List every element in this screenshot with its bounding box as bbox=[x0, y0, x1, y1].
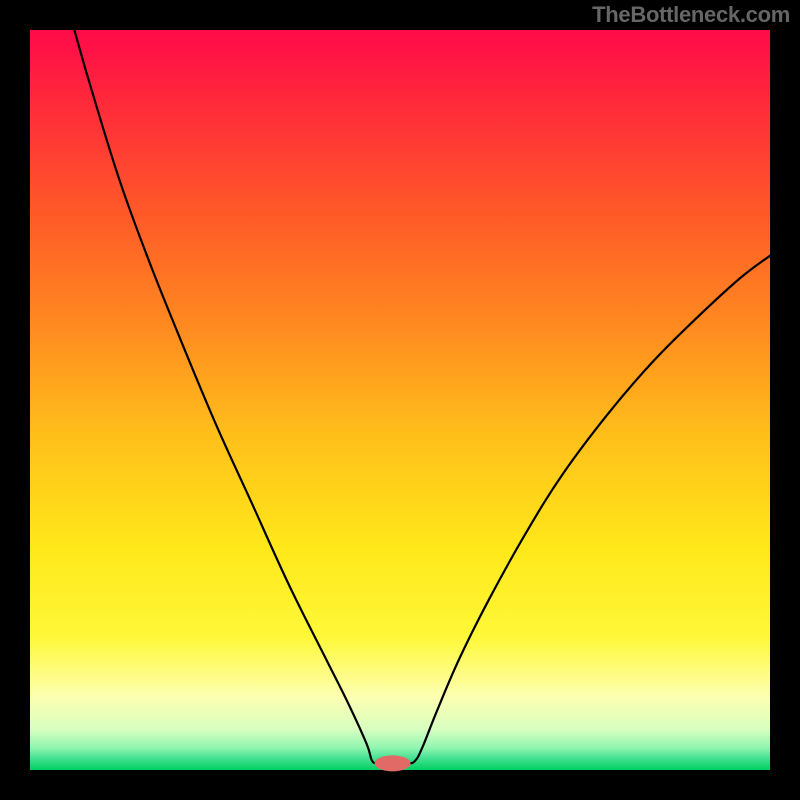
bottleneck-chart bbox=[0, 0, 800, 800]
watermark-text: TheBottleneck.com bbox=[592, 2, 790, 28]
optimal-point-marker bbox=[375, 755, 411, 771]
plot-background-gradient bbox=[30, 30, 770, 770]
chart-container: TheBottleneck.com bbox=[0, 0, 800, 800]
